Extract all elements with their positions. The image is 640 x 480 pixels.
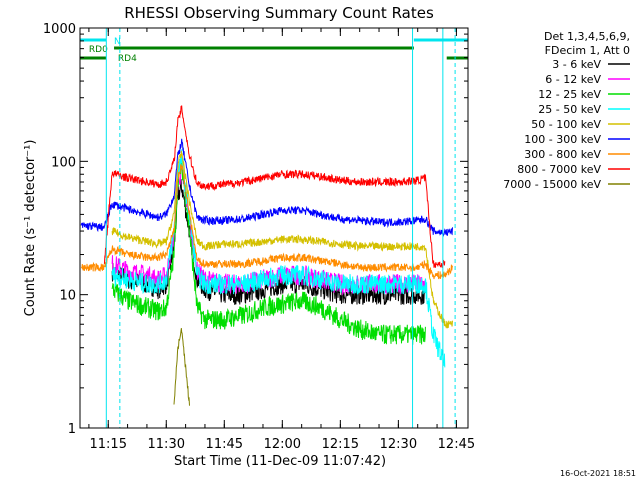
x-tick-label: 12:45 [438, 437, 475, 452]
x-tick-label: 11:45 [206, 437, 243, 452]
flag-bars: N RD0 RD4 [80, 37, 468, 64]
y-tick-label: 100 [51, 155, 76, 170]
series-line-6 [81, 164, 453, 280]
legend-label: 300 - 800 keV [524, 148, 601, 161]
y-axis: 1 10 100 1000 [43, 22, 468, 437]
legend-label: 6 - 12 keV [545, 73, 601, 86]
legend-label: 7000 - 15000 keV [503, 178, 601, 191]
legend-label: 100 - 300 keV [524, 133, 601, 146]
y-tick-label: 10 [59, 289, 76, 304]
flag-label-n: N [114, 37, 121, 47]
attenuator-markers [105, 28, 456, 428]
plot-frame [79, 27, 469, 429]
render-timestamp: 16-Oct-2021 18:51 [560, 469, 636, 478]
series-line-5 [80, 138, 453, 237]
series-line-4 [111, 150, 453, 329]
series-layer [80, 105, 453, 406]
y-tick-label: 1000 [43, 22, 76, 37]
x-tick-label: 11:15 [90, 437, 127, 452]
x-tick-label: 11:30 [148, 437, 185, 452]
legend-header: Det 1,3,4,5,6,9,FDecim 1, Att 0 [544, 30, 630, 57]
legend-header-line: FDecim 1, Att 0 [545, 44, 630, 57]
flag-label-rd0: RD0 [89, 45, 108, 55]
x-tick-label: 12:30 [380, 437, 417, 452]
legend-label: 12 - 25 keV [538, 88, 601, 101]
series-line-2 [111, 154, 426, 345]
legend: 3 - 6 keV 6 - 12 keV 12 - 25 keV 25 - 50 ke… [503, 58, 630, 191]
legend-label: 25 - 50 keV [538, 103, 601, 116]
series-line-8 [173, 328, 190, 406]
legend-label: 800 - 7000 keV [517, 163, 601, 176]
x-axis: 11:15 11:30 11:45 12:00 12:15 12:30 12:45 [88, 28, 475, 452]
legend-header-line: Det 1,3,4,5,6,9, [544, 30, 630, 43]
x-tick-label: 12:00 [264, 437, 301, 452]
series-line-7 [103, 105, 446, 268]
flag-label-rd4: RD4 [118, 54, 137, 64]
chart-title: RHESSI Observing Summary Count Rates [124, 4, 434, 22]
x-axis-label: Start Time (11-Dec-09 11:07:42) [174, 454, 386, 469]
x-tick-label: 12:15 [322, 437, 359, 452]
series-line-1 [111, 162, 426, 296]
y-axis-label: Count Rate (s⁻¹ detector⁻¹) [23, 140, 38, 317]
series-line-3 [111, 149, 446, 368]
legend-label: 3 - 6 keV [552, 58, 601, 71]
y-tick-label: 1 [68, 422, 76, 437]
legend-label: 50 - 100 keV [531, 118, 601, 131]
